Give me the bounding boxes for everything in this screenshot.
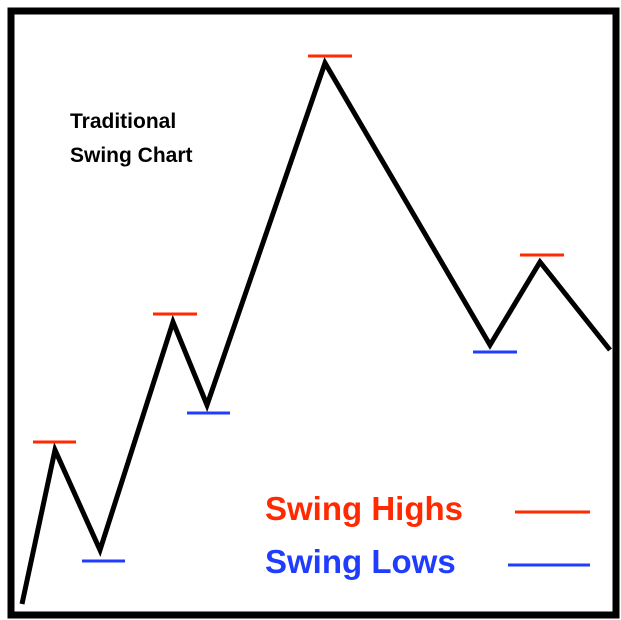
legend-label: Swing Highs [265, 490, 463, 527]
swing-high-markers [33, 54, 564, 444]
title-line: Swing Chart [70, 144, 193, 167]
swing-line [19, 57, 612, 605]
swing-low-markers [82, 350, 517, 563]
title-line: Traditional [70, 110, 176, 133]
legend-label: Swing Lows [265, 543, 456, 580]
